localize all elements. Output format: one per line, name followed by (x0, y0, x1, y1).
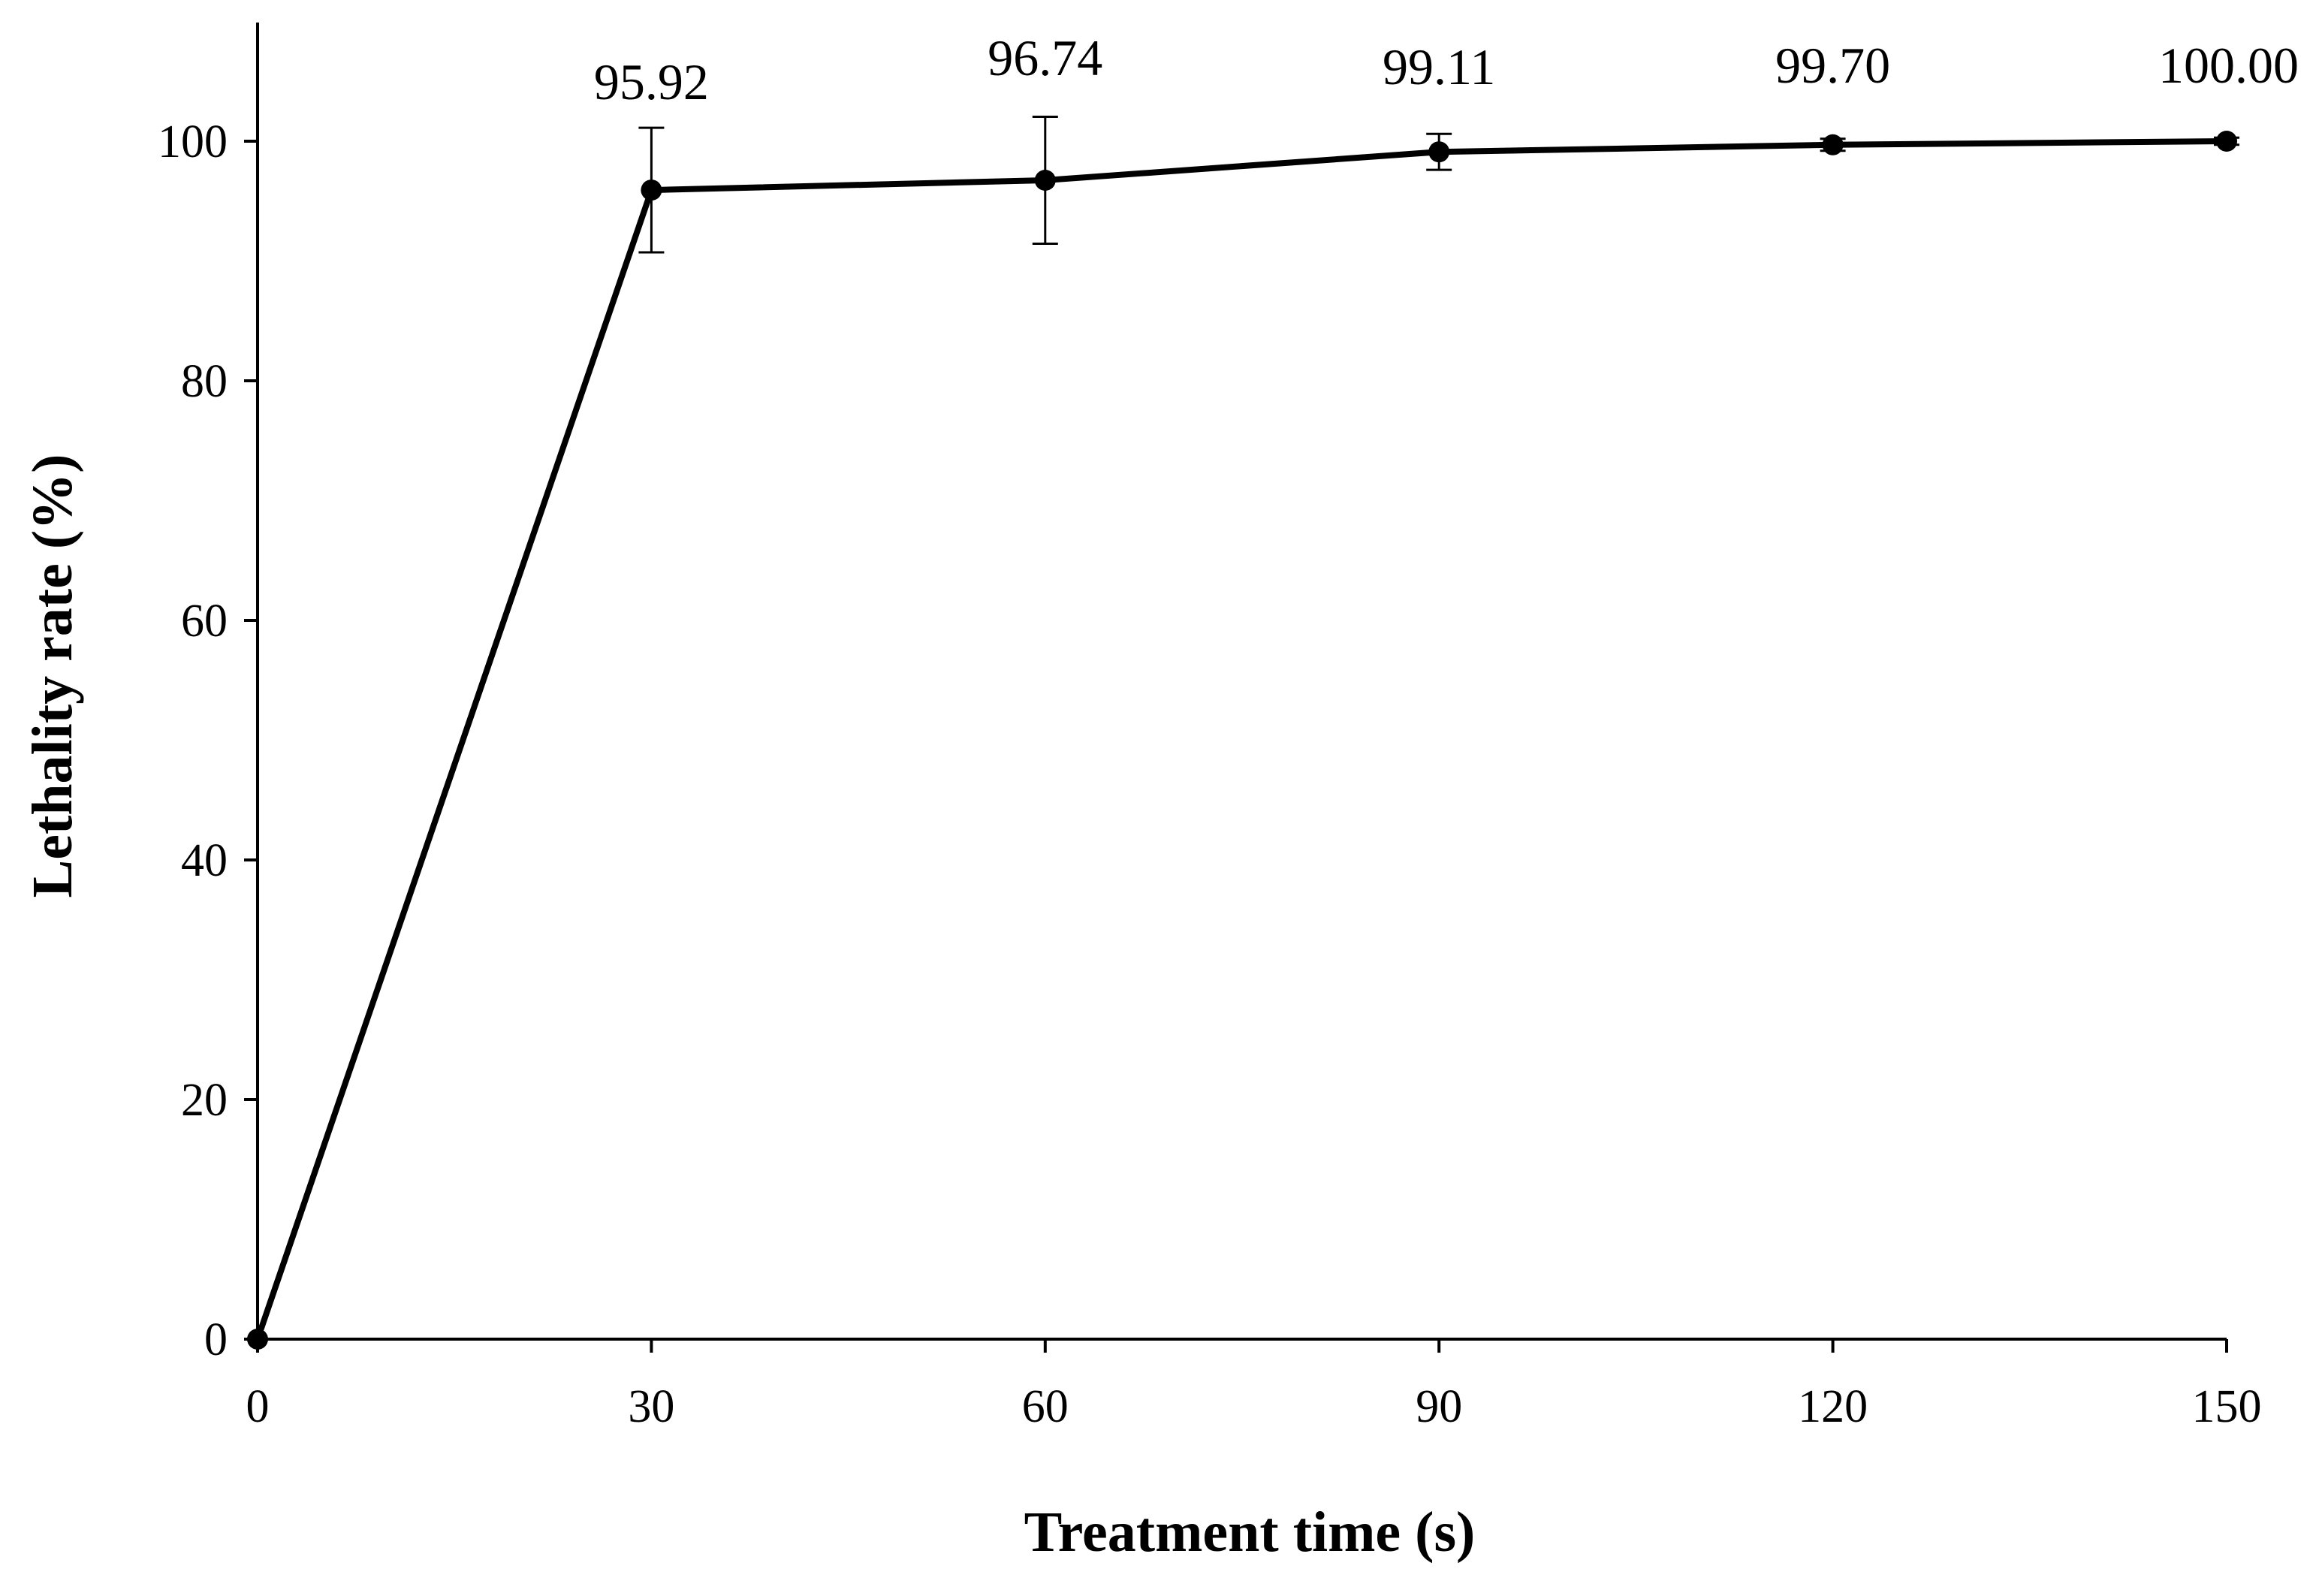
axes: 0 20 40 60 80 100 0 30 60 90 120 150 (158, 23, 2262, 1432)
y-tick-label: 0 (204, 1314, 228, 1365)
data-label: 95.92 (594, 53, 709, 110)
y-tick-label: 100 (158, 116, 228, 167)
x-tick-label: 60 (1022, 1381, 1069, 1432)
y-axis-title: Lethality rate (%) (21, 454, 84, 898)
data-point (1034, 169, 1056, 191)
x-axis-title: Treatment time (s) (1024, 1501, 1476, 1564)
y-tick-label: 20 (181, 1075, 228, 1126)
series-line (255, 138, 2227, 1341)
data-label: 96.74 (988, 29, 1102, 86)
y-tick-label: 60 (181, 596, 228, 647)
data-point (1428, 141, 1450, 163)
data-label: 99.11 (1383, 38, 1495, 95)
x-tick-label: 90 (1416, 1381, 1462, 1432)
labels: Treatment time (s) Lethality rate (%) 95… (21, 29, 2299, 1564)
series (247, 115, 2239, 1350)
x-tick-label: 0 (246, 1381, 270, 1432)
x-tick-label: 120 (1798, 1381, 1868, 1432)
data-label: 99.70 (1775, 37, 1890, 94)
x-tick-label: 150 (2192, 1381, 2262, 1432)
data-point (641, 180, 662, 201)
x-tick-label: 30 (628, 1381, 674, 1432)
y-tick-label: 80 (181, 356, 228, 407)
data-point (1822, 134, 1844, 155)
y-tick-label: 40 (181, 835, 228, 886)
data-label: 100.00 (2158, 37, 2299, 94)
data-point (2216, 131, 2237, 152)
data-point (247, 1329, 268, 1350)
